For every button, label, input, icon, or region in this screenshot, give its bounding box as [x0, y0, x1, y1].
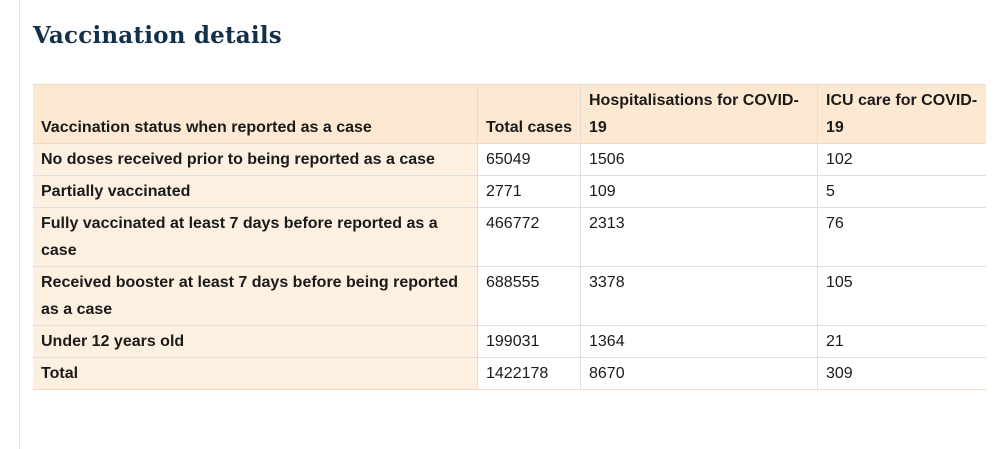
- vaccination-table: Vaccination status when reported as a ca…: [33, 84, 986, 390]
- column-header-hospitalisations: Hospitalisations for COVID-19: [580, 84, 818, 144]
- table-row: Fully vaccinated at least 7 days before …: [33, 207, 986, 267]
- cell-hospitalisations: 109: [580, 175, 818, 208]
- cell-hospitalisations: 1364: [580, 325, 818, 358]
- table-row: Received booster at least 7 days before …: [33, 266, 986, 326]
- cell-icu: 5: [817, 175, 986, 208]
- column-header-total-cases: Total cases: [477, 84, 581, 144]
- row-header-status: Fully vaccinated at least 7 days before …: [33, 207, 478, 267]
- table-header-row: Vaccination status when reported as a ca…: [33, 84, 986, 144]
- table-row-total: Total 1422178 8670 309: [33, 357, 986, 390]
- table-row: Under 12 years old 199031 1364 21: [33, 325, 986, 358]
- column-header-icu: ICU care for COVID-19: [817, 84, 986, 144]
- cell-total-cases: 688555: [477, 266, 581, 326]
- row-header-status: Received booster at least 7 days before …: [33, 266, 478, 326]
- row-header-status: Total: [33, 357, 478, 390]
- cell-total-cases: 65049: [477, 143, 581, 176]
- cell-hospitalisations: 1506: [580, 143, 818, 176]
- cell-hospitalisations: 2313: [580, 207, 818, 267]
- cell-hospitalisations: 8670: [580, 357, 818, 390]
- table-row: Partially vaccinated 2771 109 5: [33, 175, 986, 208]
- cell-total-cases: 199031: [477, 325, 581, 358]
- cell-icu: 309: [817, 357, 986, 390]
- cell-hospitalisations: 3378: [580, 266, 818, 326]
- cell-total-cases: 1422178: [477, 357, 581, 390]
- section-heading: Vaccination details: [33, 22, 282, 49]
- cell-icu: 102: [817, 143, 986, 176]
- cell-icu: 105: [817, 266, 986, 326]
- row-header-status: Under 12 years old: [33, 325, 478, 358]
- cell-icu: 76: [817, 207, 986, 267]
- table-row: No doses received prior to being reporte…: [33, 143, 986, 176]
- cell-total-cases: 2771: [477, 175, 581, 208]
- page-left-border: [19, 0, 20, 449]
- row-header-status: No doses received prior to being reporte…: [33, 143, 478, 176]
- cell-icu: 21: [817, 325, 986, 358]
- column-header-status: Vaccination status when reported as a ca…: [33, 84, 478, 144]
- cell-total-cases: 466772: [477, 207, 581, 267]
- row-header-status: Partially vaccinated: [33, 175, 478, 208]
